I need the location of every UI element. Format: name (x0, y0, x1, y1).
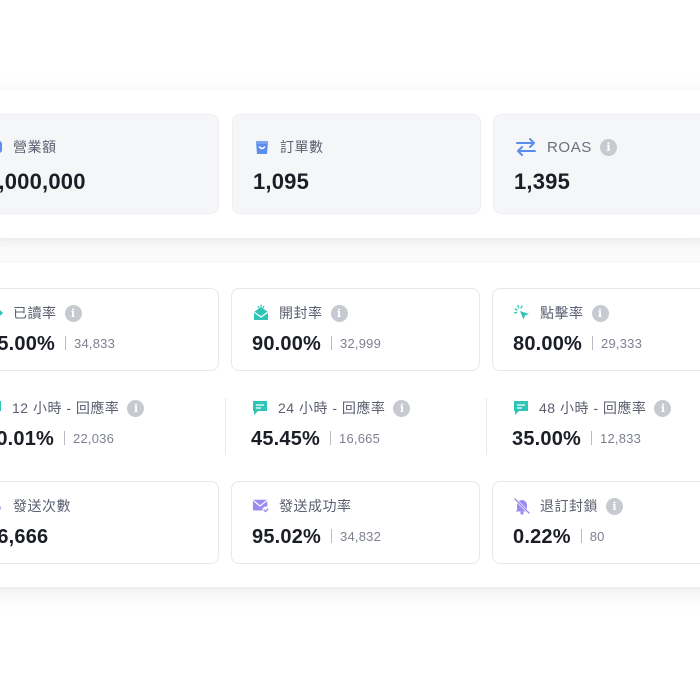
orders-value: 1,095 (253, 169, 310, 194)
send-success-card: 發送成功率 95.02% 34,832 (231, 481, 480, 564)
chat-icon (512, 399, 530, 417)
shopping-bag-icon (253, 138, 271, 156)
unsubscribe-value: 0.22% 80 (513, 526, 605, 548)
info-icon[interactable]: i (330, 304, 348, 322)
reply-48h-count: 12,833 (600, 430, 642, 446)
info-icon[interactable]: i (591, 304, 609, 322)
bell-off-icon (513, 497, 531, 515)
reply-24h-count: 16,665 (339, 430, 381, 446)
orders-card: 訂單數 1,095 (232, 114, 481, 214)
read-rate-count: 34,833 (74, 335, 116, 351)
dollar-tag-icon: $ (0, 138, 4, 156)
roas-value: 1,395 (514, 169, 571, 194)
reply-12h-label: 12 小時 - 回應率 (12, 400, 120, 416)
unsubscribe-count: 80 (589, 528, 605, 544)
open-envelope-icon (252, 304, 270, 322)
open-rate-card: 開封率 i 90.00% 32,999 (231, 288, 480, 371)
roas-card: ROAS i 1,395 (493, 114, 700, 214)
read-rate-label: 已讀率 (13, 305, 57, 321)
reply-12h-value: 50.01%22,036 (0, 428, 115, 450)
read-rate-card: 已讀率 i 95.00%34,833 (0, 288, 219, 371)
click-rate-value: 80.00% 29,333 (513, 333, 643, 355)
unsubscribe-label: 退訂封鎖 (540, 498, 598, 514)
reply-24h-label: 24 小時 - 回應率 (278, 400, 386, 416)
orders-label: 訂單數 (280, 139, 324, 155)
roas-label: ROAS (547, 138, 592, 156)
read-rate-value: 95.00%34,833 (0, 333, 116, 355)
divider (486, 398, 487, 455)
reply-24h-value: 45.45% 16,665 (251, 428, 381, 450)
revenue-card: $ 營業額 3,000,000 (0, 114, 219, 214)
eye-icon (0, 304, 4, 322)
send-success-value: 95.02% 34,832 (252, 526, 382, 548)
revenue-value: 3,000,000 (0, 169, 86, 194)
chat-icon (0, 399, 3, 417)
summary-panel: $ 營業額 3,000,000 訂單數 1,095 ROAS i 1,395 (0, 90, 700, 238)
info-icon[interactable]: i (64, 304, 82, 322)
open-rate-value: 90.00% 32,999 (252, 333, 382, 355)
reply-12h-count: 22,036 (73, 430, 115, 446)
send-count-card: 發送次數 36,666 (0, 481, 219, 564)
send-icon (0, 497, 4, 515)
mail-check-icon (252, 497, 270, 515)
click-rate-label: 點擊率 (540, 305, 584, 321)
info-icon[interactable]: i (127, 399, 145, 417)
click-rate-card: 點擊率 i 80.00% 29,333 (492, 288, 700, 371)
revenue-label: 營業額 (13, 139, 57, 155)
info-icon[interactable]: i (654, 399, 672, 417)
send-count-value: 36,666 (0, 526, 49, 548)
info-icon[interactable]: i (606, 497, 623, 515)
swap-arrows-icon (514, 138, 538, 156)
open-rate-label: 開封率 (279, 305, 323, 321)
send-success-count: 34,832 (340, 528, 382, 544)
reply-12h-card: 12 小時 - 回應率 i 50.01%22,036 (0, 384, 219, 467)
send-success-label: 發送成功率 (279, 498, 352, 514)
info-icon[interactable]: i (393, 399, 411, 417)
cursor-click-icon (513, 304, 531, 322)
unsubscribe-card: 退訂封鎖 i 0.22% 80 (492, 481, 700, 564)
divider (225, 398, 226, 455)
metrics-panel: 已讀率 i 95.00%34,833 開封率 i 90.00%32,999 點擊… (0, 263, 700, 587)
click-rate-count: 29,333 (601, 335, 643, 351)
reply-24h-card: 24 小時 - 回應率 i 45.45% 16,665 (231, 384, 480, 467)
reply-48h-card: 48 小時 - 回應率 i 35.00% 12,833 (492, 384, 700, 467)
send-count-label: 發送次數 (13, 498, 71, 514)
chat-icon (251, 399, 269, 417)
reply-48h-label: 48 小時 - 回應率 (539, 400, 647, 416)
reply-48h-value: 35.00% 12,833 (512, 428, 642, 450)
info-icon[interactable]: i (599, 138, 617, 156)
open-rate-count: 32,999 (340, 335, 382, 351)
